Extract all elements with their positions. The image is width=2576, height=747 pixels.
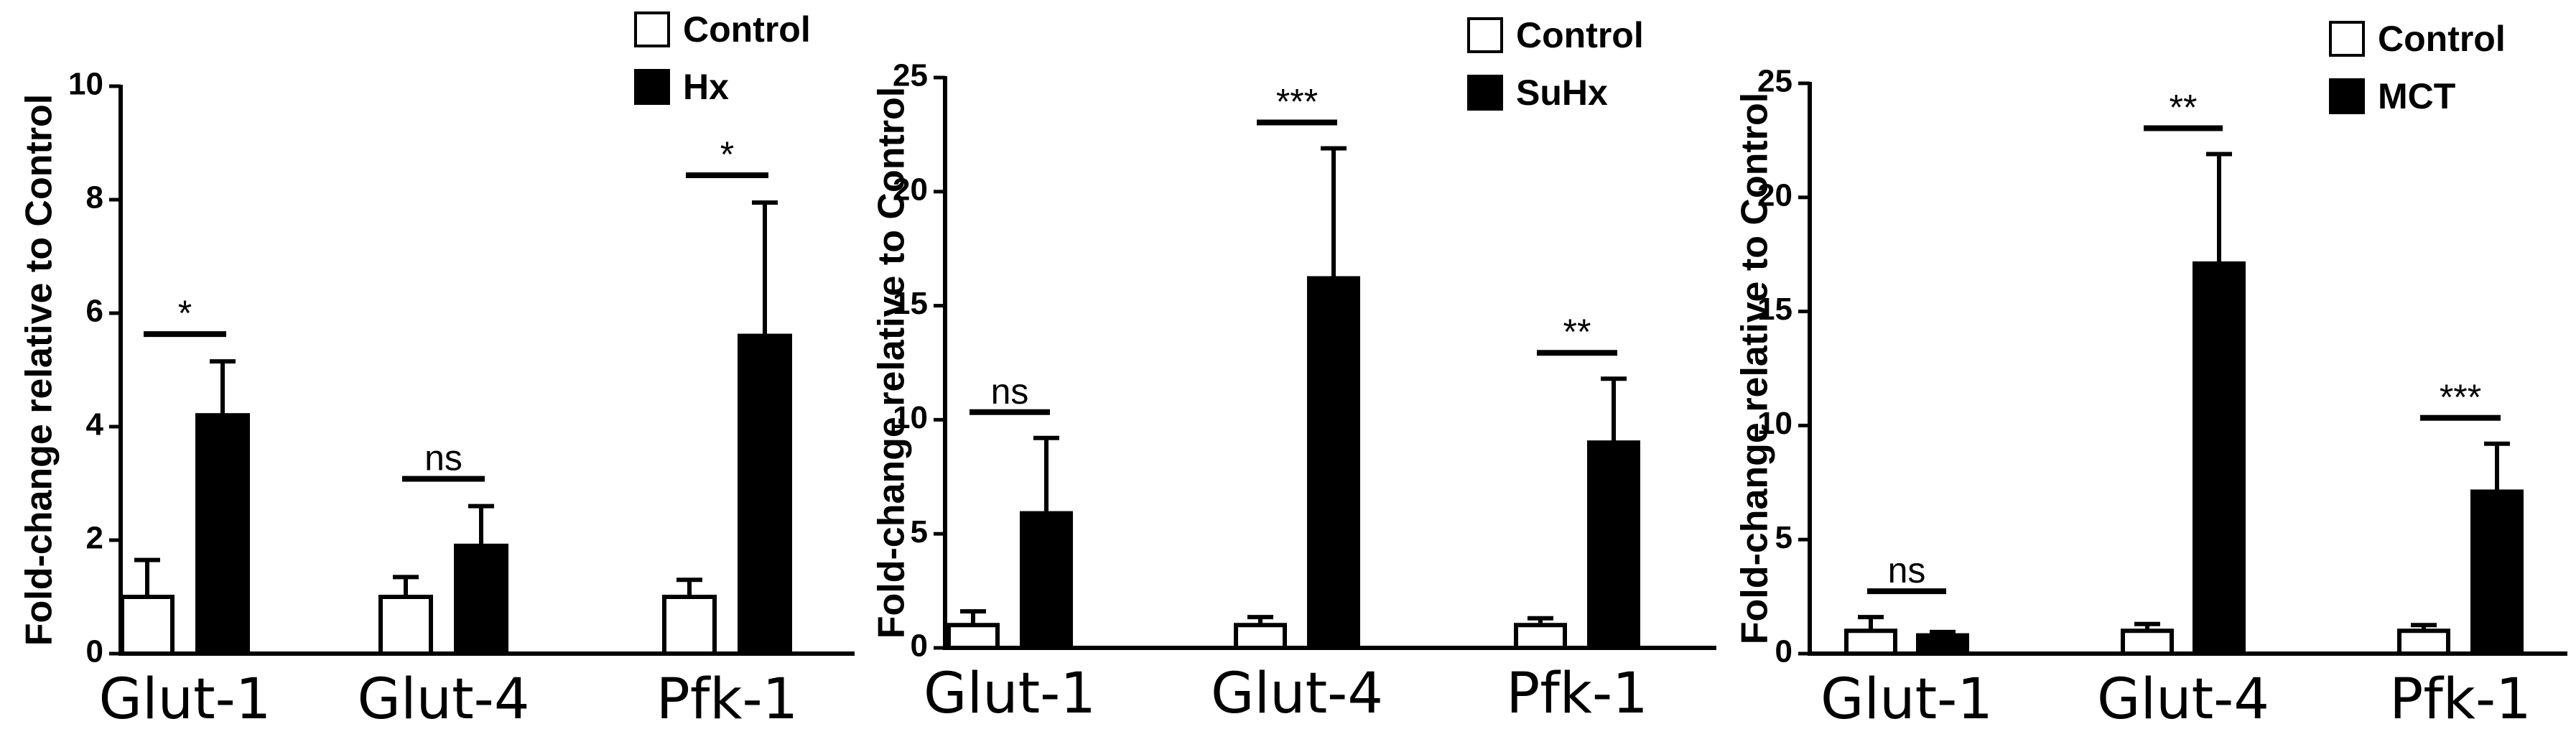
y-tick-label: 10 bbox=[68, 67, 103, 102]
y-tick-label: 20 bbox=[893, 172, 928, 207]
legend-swatch-suhx bbox=[1467, 75, 1503, 111]
legend-swatch-control bbox=[634, 11, 670, 47]
y-axis-label: Fold-change relative to Control bbox=[19, 94, 60, 646]
y-tick-label: 2 bbox=[86, 521, 103, 556]
significance-label: ** bbox=[1563, 312, 1591, 352]
x-tick-label: Pfk-1 bbox=[1506, 662, 1647, 726]
y-tick-label: 25 bbox=[893, 58, 928, 93]
bar-suhx-glut-4 bbox=[1307, 276, 1360, 651]
y-tick-label: 5 bbox=[1775, 520, 1792, 555]
legend-label-mct: MCT bbox=[2378, 76, 2455, 116]
legend-label-hx: Hx bbox=[683, 67, 729, 107]
bar-control-glut-1 bbox=[947, 623, 1000, 650]
y-tick-label: 0 bbox=[911, 628, 928, 664]
x-tick-label: Glut-1 bbox=[99, 667, 271, 732]
x-tick-label: Pfk-1 bbox=[2389, 667, 2531, 732]
y-tick-label: 0 bbox=[86, 634, 103, 669]
significance-label: ns bbox=[991, 371, 1029, 412]
y-tick-label: 20 bbox=[1757, 177, 1792, 213]
legend-label-control: Control bbox=[1516, 15, 1644, 55]
significance-label: * bbox=[720, 134, 734, 175]
x-tick-label: Glut-4 bbox=[358, 667, 530, 732]
bar-control-glut-4 bbox=[378, 595, 433, 656]
significance-label: ns bbox=[424, 438, 462, 478]
legend-swatch-hx bbox=[634, 69, 670, 105]
bar-control-pfk-1 bbox=[2397, 628, 2450, 656]
bar-control-glut-1 bbox=[120, 595, 175, 656]
bar-control-pfk-1 bbox=[1514, 623, 1567, 650]
legend-swatch-mct bbox=[2329, 78, 2365, 114]
bar-hx-glut-1 bbox=[195, 413, 250, 656]
legend-label-control: Control bbox=[683, 9, 811, 50]
y-tick-label: 5 bbox=[911, 514, 928, 549]
y-tick-label: 25 bbox=[1757, 64, 1792, 99]
significance-label: ** bbox=[2170, 87, 2198, 127]
legend-swatch-control bbox=[1467, 17, 1503, 53]
significance-label: * bbox=[178, 293, 192, 333]
bar-control-pfk-1 bbox=[662, 595, 717, 656]
bar-mct-glut-4 bbox=[2193, 261, 2246, 656]
legend-label-control: Control bbox=[2378, 19, 2506, 59]
significance-label: *** bbox=[1276, 81, 1318, 121]
x-tick-label: Pfk-1 bbox=[656, 667, 798, 732]
y-tick-label: 15 bbox=[893, 286, 928, 321]
y-tick-label: 6 bbox=[86, 294, 103, 329]
bar-hx-glut-4 bbox=[454, 543, 508, 656]
y-axis-label: Fold-change relative to Control bbox=[871, 87, 913, 639]
bar-suhx-glut-1 bbox=[1020, 511, 1073, 651]
y-tick-label: 0 bbox=[1775, 634, 1792, 669]
bar-control-glut-1 bbox=[1844, 628, 1897, 656]
x-tick-label: Glut-1 bbox=[1821, 667, 1993, 732]
bar-hx-pfk-1 bbox=[738, 333, 792, 656]
bar-mct-glut-1 bbox=[1916, 633, 1969, 656]
x-tick-label: Glut-4 bbox=[1211, 662, 1383, 726]
x-tick-label: Glut-4 bbox=[2097, 667, 2269, 732]
y-tick-label: 15 bbox=[1757, 292, 1792, 327]
legend-label-suhx: SuHx bbox=[1516, 73, 1608, 113]
y-tick-label: 10 bbox=[893, 400, 928, 435]
significance-label: *** bbox=[2440, 377, 2481, 417]
y-axis-label: Fold-change relative to Control bbox=[1734, 93, 1776, 645]
y-tick-label: 4 bbox=[86, 407, 104, 442]
bar-control-glut-4 bbox=[2121, 628, 2174, 656]
legend-swatch-control bbox=[2329, 21, 2365, 57]
bar-mct-pfk-1 bbox=[2470, 489, 2524, 656]
y-tick-label: 10 bbox=[1757, 406, 1792, 441]
chart-1: Fold-change relative to Control 0 2 4 6 8 10 Gl… bbox=[19, 9, 855, 732]
significance-label: ns bbox=[1888, 550, 1926, 590]
y-tick-label: 8 bbox=[86, 180, 103, 215]
x-tick-label: Glut-1 bbox=[924, 662, 1096, 726]
bar-suhx-pfk-1 bbox=[1587, 440, 1640, 650]
bar-control-glut-4 bbox=[1234, 623, 1287, 650]
